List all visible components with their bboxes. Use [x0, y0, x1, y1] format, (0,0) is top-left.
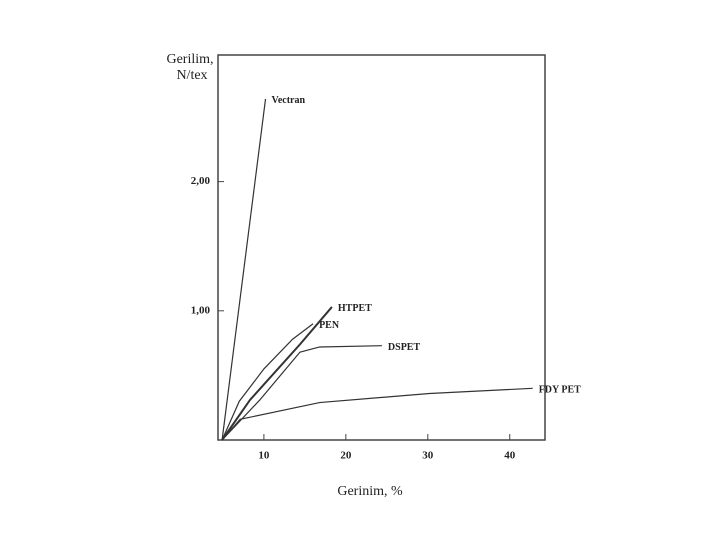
x-tick-label: 10	[258, 450, 270, 462]
x-tick-label: 40	[504, 450, 516, 462]
series-label: Vectran	[272, 95, 306, 106]
y-axis-label: N/tex	[176, 68, 207, 83]
line	[221, 387, 533, 441]
line	[221, 323, 314, 441]
x-tick-label: 30	[422, 450, 434, 462]
y-axis-label: Gerilim,	[166, 52, 213, 67]
y-tick-label: 2,00	[191, 175, 211, 187]
series-label: FDY PET	[539, 385, 581, 396]
line	[221, 98, 267, 441]
series-label: HTPET	[338, 303, 372, 314]
line	[221, 306, 333, 441]
x-axis-label: Gerinim, %	[337, 484, 403, 499]
series-label: PEN	[319, 320, 340, 331]
x-tick-label: 20	[340, 450, 352, 462]
line	[221, 345, 382, 441]
y-tick-label: 1,00	[191, 304, 211, 316]
series-label: DSPET	[388, 342, 421, 353]
plot-frame	[217, 54, 546, 441]
